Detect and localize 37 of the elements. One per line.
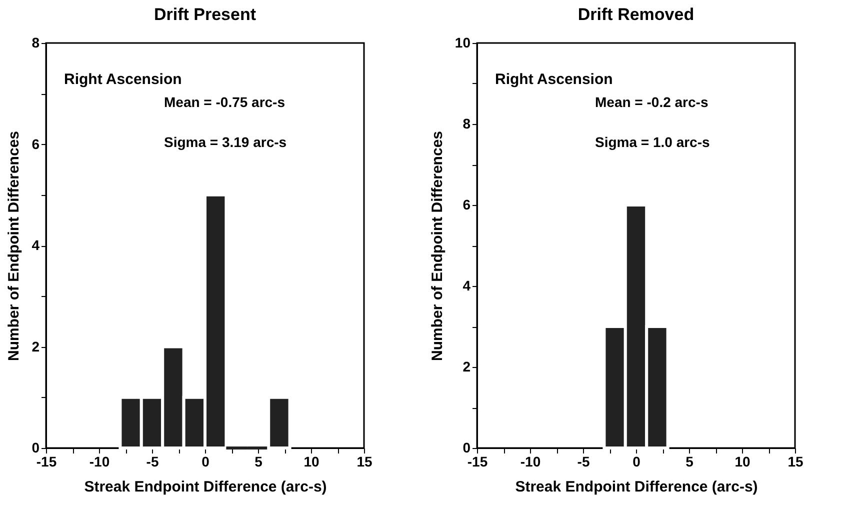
y-axis-title: Number of Endpoint Differences [6, 130, 23, 362]
x-tick-label: 5 [686, 454, 694, 470]
x-tick-label: -5 [577, 454, 590, 470]
y-tick-label: 6 [462, 196, 471, 212]
annotation: Sigma = 3.19 arc-s [164, 134, 287, 150]
annotation: Mean = -0.2 arc-s [595, 94, 708, 110]
x-tick-label: 0 [202, 454, 210, 470]
x-tick-label: 0 [632, 454, 641, 470]
annotation: Right Ascension [495, 71, 613, 88]
x-tick-label: 15 [356, 454, 372, 470]
x-tick-label: 10 [304, 454, 320, 470]
x-axis-title: Streak Endpoint Difference (arc-s) [515, 478, 758, 496]
x-tick-label: -15 [36, 454, 57, 470]
x-axis-title: Streak Endpoint Difference (arc-s) [84, 478, 327, 496]
y-tick-label: 2 [32, 338, 40, 354]
y-tick-label: 6 [32, 136, 40, 152]
y-tick-label: 0 [462, 440, 471, 456]
y-tick-label: 8 [462, 116, 471, 132]
x-tick-label: -5 [146, 454, 159, 470]
y-tick-label: 10 [454, 34, 471, 50]
y-tick-label: 8 [32, 34, 40, 50]
chart-title: Drift Removed [578, 5, 694, 24]
annotation: Mean = -0.75 arc-s [164, 94, 286, 110]
annotation: Right Ascension [64, 71, 182, 88]
y-tick-label: 2 [462, 358, 471, 374]
y-tick-label: 4 [32, 237, 40, 253]
chart-title: Drift Present [154, 5, 256, 24]
y-tick-label: 0 [32, 440, 40, 456]
annotation: Sigma = 1.0 arc-s [595, 134, 710, 150]
y-tick-label: 4 [462, 278, 471, 294]
x-tick-label: 5 [254, 454, 263, 470]
x-tick-label: 10 [734, 454, 750, 470]
x-tick-label: -15 [467, 454, 488, 470]
y-axis-title: Number of Endpoint Differences [428, 130, 446, 362]
x-tick-label: -10 [89, 454, 110, 470]
x-tick-label: 15 [788, 454, 804, 470]
x-tick-label: -10 [520, 454, 541, 470]
